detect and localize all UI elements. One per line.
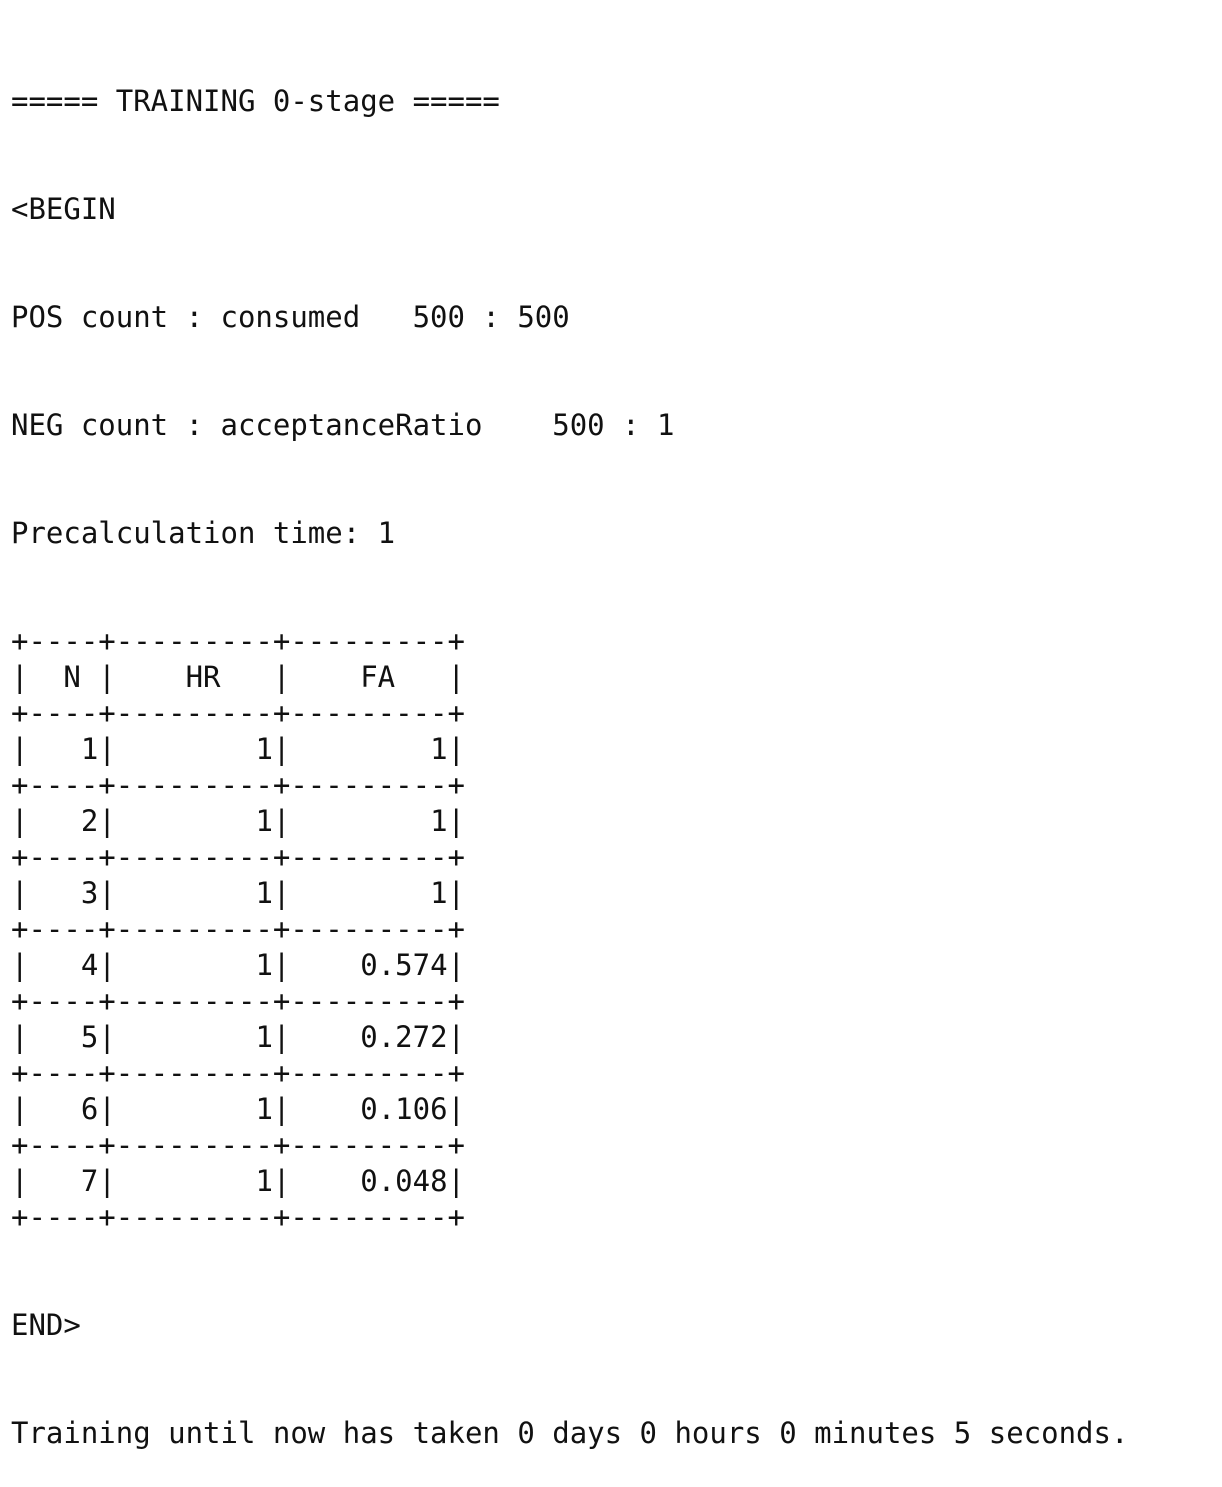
cell-hr: 1	[255, 948, 273, 982]
end-marker: END>	[11, 1308, 81, 1342]
begin-marker: <BEGIN	[11, 192, 116, 226]
table-row: | 1| 1| 1|	[11, 732, 465, 766]
table-border: +----+---------+---------+	[11, 912, 465, 946]
table-border: +----+---------+---------+	[11, 1200, 465, 1234]
results-table: +----+---------+---------+ | N | HR | FA …	[11, 623, 1128, 1235]
table-border: +----+---------+---------+	[11, 696, 465, 730]
cell-n: 6	[80, 1092, 99, 1126]
table-row: | 7| 1| 0.048|	[11, 1164, 466, 1198]
table-border: +----+---------+---------+	[11, 1128, 465, 1162]
table-row: | 3| 1| 1|	[11, 876, 465, 910]
cell-fa: 0.048	[360, 1164, 448, 1198]
cell-fa: 0.272	[360, 1020, 448, 1054]
cell-hr: 1	[255, 1092, 273, 1126]
cell-n: 4	[80, 948, 99, 982]
table-border: +----+---------+---------+	[11, 840, 465, 874]
cell-fa: 0.106	[360, 1092, 448, 1126]
table-border: +----+---------+---------+	[11, 768, 465, 802]
stage-header: ===== TRAINING 0-stage =====	[11, 84, 500, 118]
table-row: | 4| 1| 0.574|	[11, 948, 466, 982]
console-output: ===== TRAINING 0-stage ===== <BEGIN POS …	[11, 11, 1128, 1487]
cell-hr: 1	[255, 1164, 273, 1198]
cell-fa: 1	[430, 876, 448, 910]
cell-hr: 1	[255, 732, 273, 766]
cell-n: 5	[80, 1020, 99, 1054]
cell-fa: 1	[430, 732, 448, 766]
cell-hr: 1	[255, 1020, 273, 1054]
training-time-line: Training until now has taken 0 days 0 ho…	[11, 1416, 1129, 1450]
cell-fa: 1	[430, 804, 448, 838]
table-border: +----+---------+---------+	[11, 984, 465, 1018]
cell-n: 7	[80, 1164, 99, 1198]
table-row: | 6| 1| 0.106|	[11, 1092, 466, 1126]
table-row: | 2| 1| 1|	[11, 804, 465, 838]
cell-n: 1	[80, 732, 99, 766]
cell-hr: 1	[255, 804, 273, 838]
neg-count-line: NEG count : acceptanceRatio 500 : 1	[11, 408, 675, 442]
cell-hr: 1	[255, 876, 273, 910]
table-border: +----+---------+---------+	[11, 624, 465, 658]
pos-count-line: POS count : consumed 500 : 500	[11, 300, 570, 334]
cell-n: 3	[80, 876, 99, 910]
cell-n: 2	[80, 804, 99, 838]
cell-fa: 0.574	[360, 948, 448, 982]
table-border: +----+---------+---------+	[11, 1056, 465, 1090]
table-row: | 5| 1| 0.272|	[11, 1020, 466, 1054]
table-header-row: | N | HR | FA |	[11, 660, 465, 694]
precalculation-line: Precalculation time: 1	[11, 516, 396, 550]
